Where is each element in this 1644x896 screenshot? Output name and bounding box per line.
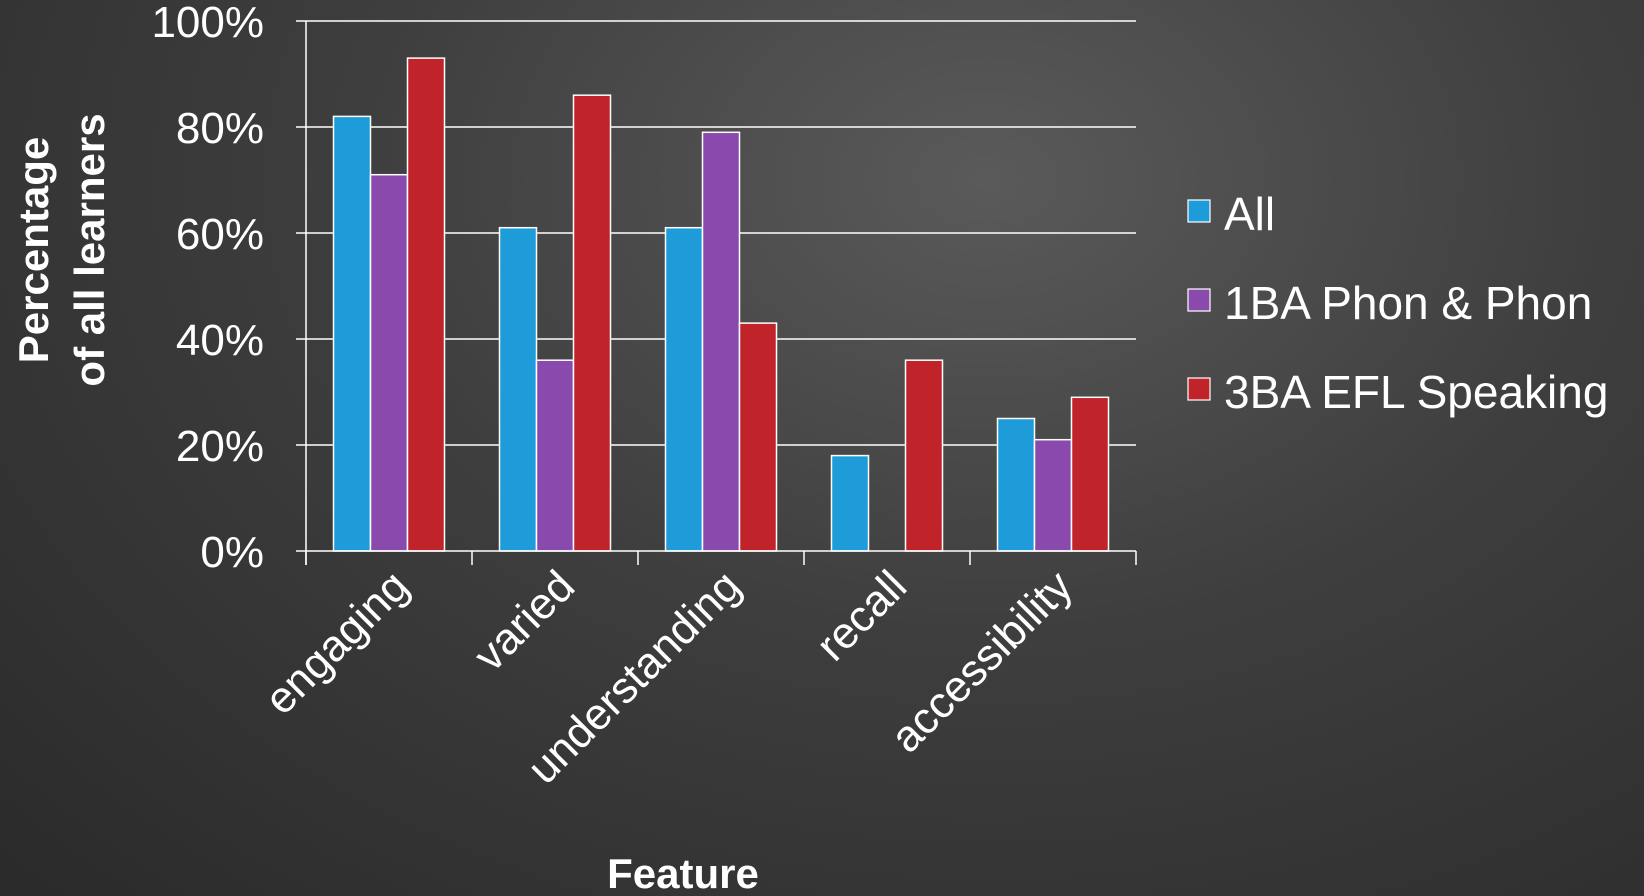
y-tick-label: 80%: [176, 104, 264, 153]
y-tick-labels: 0% 20% 40% 60% 80% 100%: [151, 0, 264, 577]
x-axis-title: Feature: [607, 850, 759, 896]
legend-label-3: 3BA EFL Speaking: [1224, 366, 1608, 418]
legend-swatch-2: [1187, 288, 1211, 312]
y-tick-label: 100%: [151, 0, 264, 47]
x-tick-label: engaging: [255, 561, 418, 724]
axes: [296, 20, 1137, 565]
legend-label-1: All: [1224, 188, 1275, 240]
bar-engaging-1: [332, 115, 372, 552]
bar-accessibility-2: [1033, 438, 1073, 552]
y-tick-label: 0%: [200, 528, 264, 577]
x-tick-label: recall: [807, 561, 916, 670]
bar-engaging-3: [406, 57, 446, 552]
bar-varied-3: [572, 94, 612, 552]
legend-label-2: 1BA Phon & Phon: [1224, 277, 1592, 329]
bar-accessibility-1: [996, 417, 1036, 552]
y-tick-label: 60%: [176, 210, 264, 259]
bar-understanding-2: [701, 131, 741, 552]
y-tick-label: 20%: [176, 422, 264, 471]
bar-varied-1: [498, 226, 538, 552]
bar-engaging-2: [369, 173, 409, 552]
bar-varied-2: [535, 359, 575, 552]
y-tick-label: 40%: [176, 316, 264, 365]
y-axis-title-line-2: of all learners: [66, 113, 113, 386]
bar-understanding-3: [738, 322, 778, 552]
y-axis-title-line-1: Percentage: [10, 137, 57, 363]
x-tick-label: varied: [465, 561, 584, 680]
bar-recall-1: [830, 454, 870, 552]
x-tick-label: accessibility: [881, 561, 1082, 762]
bar-recall-3: [904, 359, 944, 552]
bar-understanding-1: [664, 226, 704, 552]
legend-swatch-3: [1187, 377, 1211, 401]
bars: [332, 57, 1110, 552]
legend-swatch-1: [1187, 199, 1211, 223]
bar-accessibility-3: [1070, 396, 1110, 552]
legend: All 1BA Phon & Phon 3BA EFL Speaking: [1187, 188, 1608, 418]
